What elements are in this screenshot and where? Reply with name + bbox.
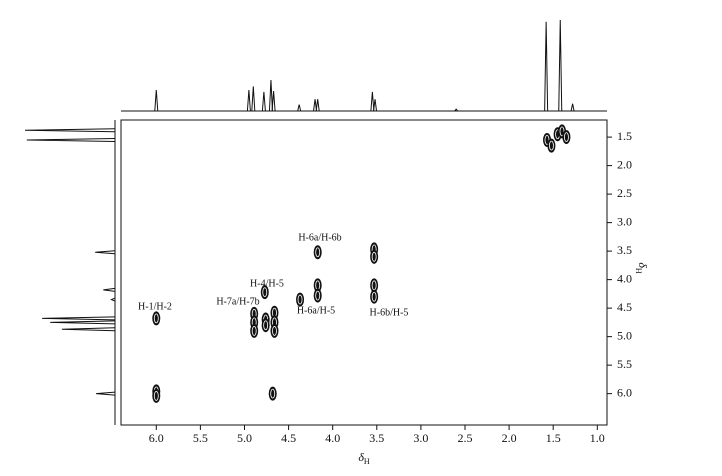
cross-peak — [370, 249, 379, 264]
contour-ring — [262, 287, 268, 298]
cross-peak — [270, 323, 279, 338]
cross-peak — [260, 285, 269, 300]
f1-peak — [42, 316, 116, 321]
annotation: H-6a/H-5 — [297, 305, 335, 316]
f2-peak — [558, 19, 563, 112]
f2-peak — [544, 21, 549, 112]
cross-peak — [547, 138, 556, 153]
annotation: H-1/H-2 — [138, 301, 172, 312]
cross-peak — [313, 278, 322, 293]
cross-peak — [152, 388, 161, 403]
f2-peak — [246, 90, 251, 112]
y-tick-label: 2.5 — [617, 186, 632, 200]
contour-ring — [263, 320, 269, 331]
contour-ring — [315, 247, 321, 258]
annotation: H-7a/H-7b — [216, 296, 259, 307]
f2-peak — [297, 104, 302, 112]
contour-ring — [153, 391, 159, 401]
y-label-symbol: δ — [636, 262, 650, 268]
contour-ring — [371, 251, 377, 262]
y-tick-label: 3.5 — [617, 243, 632, 257]
f1-peak — [96, 391, 116, 396]
y-tick-label: 1.5 — [617, 129, 632, 143]
f1-peak — [50, 320, 116, 325]
f1-peak — [61, 327, 116, 332]
x-label-symbol: δ — [358, 450, 364, 464]
contour-ring — [559, 126, 565, 137]
x-tick-label: 3.5 — [369, 431, 384, 445]
f2-peak — [315, 99, 320, 112]
cross-peak — [313, 288, 322, 303]
cross-peak — [313, 245, 322, 260]
cross-peak — [250, 323, 259, 338]
f2-peak — [370, 91, 375, 112]
cross-peak — [370, 278, 379, 293]
y-tick-label: 6.0 — [617, 385, 632, 399]
plot-frame — [120, 119, 608, 426]
x-tick-label: 4.0 — [325, 431, 340, 445]
cross-peak — [370, 289, 379, 304]
f1-peak — [95, 250, 116, 255]
y-tick-label: 4.0 — [617, 271, 632, 285]
y-label-subscript: H — [634, 268, 643, 274]
x-tick-label: 4.5 — [281, 431, 296, 445]
contour-ring — [315, 290, 321, 301]
contour-ring — [251, 326, 257, 336]
x-tick-label: 1.5 — [546, 431, 561, 445]
y-tick-label: 5.5 — [617, 357, 632, 371]
cross-peak — [152, 311, 161, 326]
contour-ring — [371, 291, 377, 302]
x-tick-label: 3.0 — [413, 431, 428, 445]
f2-peak — [268, 80, 273, 112]
cross-peak — [261, 318, 270, 333]
f2-peak — [570, 103, 575, 112]
y-tick-label: 2.0 — [617, 157, 632, 171]
y-tick-label: 3.0 — [617, 214, 632, 228]
annotation: H-6a/H-6b — [298, 232, 341, 243]
f1-peak — [103, 287, 116, 292]
x-tick-label: 5.0 — [237, 431, 252, 445]
f2-peak — [271, 90, 276, 112]
contour-ring — [272, 326, 277, 336]
contour-ring — [564, 132, 569, 143]
x-label-subscript: H — [364, 457, 370, 466]
annotation: H-6b/H-5 — [370, 307, 409, 318]
contour-ring — [549, 140, 554, 151]
y-tick-label: 5.0 — [617, 328, 632, 342]
f2-peak — [313, 99, 318, 112]
x-tick-label: 2.5 — [457, 431, 472, 445]
f2-peak — [154, 90, 159, 112]
f2-peak — [454, 108, 459, 112]
cross-peak — [562, 130, 571, 145]
f1-peak — [24, 128, 116, 133]
contour-ring — [153, 313, 159, 324]
f2-peak — [261, 91, 266, 112]
x-tick-label: 5.5 — [193, 431, 208, 445]
x-tick-label: 2.0 — [502, 431, 517, 445]
f2-peak — [373, 99, 378, 112]
y-tick-label: 4.5 — [617, 300, 632, 314]
x-tick-label: 1.0 — [590, 431, 605, 445]
cross-peak — [270, 305, 279, 320]
f1-peak — [110, 297, 116, 302]
f1-peak — [26, 137, 116, 142]
y-axis-label: δH — [634, 262, 650, 274]
contour-ring — [297, 294, 303, 305]
annotation: H-4/H-5 — [250, 278, 284, 289]
x-axis-label: δH — [358, 450, 370, 466]
x-tick-label: 6.0 — [149, 431, 164, 445]
cross-peak — [296, 292, 305, 307]
cross-peak — [268, 386, 277, 401]
contour-ring — [270, 388, 276, 399]
f2-peak — [251, 86, 256, 112]
contour-ring — [544, 135, 550, 145]
